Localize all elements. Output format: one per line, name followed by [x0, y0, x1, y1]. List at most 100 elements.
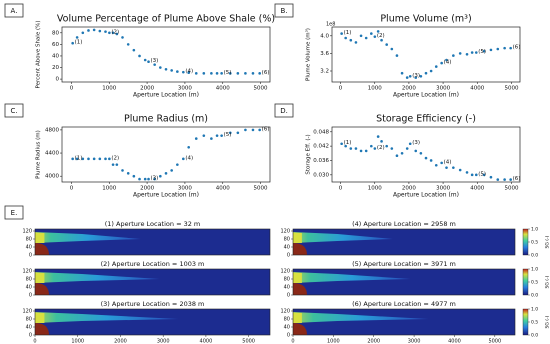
- point: [474, 51, 478, 54]
- point: [354, 147, 358, 150]
- point: [132, 48, 136, 52]
- x-tick-label: 1000: [71, 339, 84, 344]
- y-tick-label: 80: [52, 30, 59, 36]
- point: [215, 72, 219, 75]
- x-tick-label: 2000: [114, 339, 127, 344]
- annotation: (4): [185, 155, 193, 161]
- point: [170, 69, 173, 72]
- x-tick-label: 0: [70, 186, 74, 192]
- point: [354, 41, 358, 44]
- y-tick-label: 120: [22, 309, 32, 315]
- shale: [293, 283, 307, 295]
- point: [170, 169, 173, 172]
- point: [126, 43, 130, 46]
- x-tick-label: 4000: [448, 339, 461, 344]
- colorbar-tick-label: 0.0: [531, 293, 538, 299]
- y-tick-label: 3.2: [320, 69, 329, 75]
- field-frame: [292, 308, 516, 336]
- y-axis-label: Percent Above Shale (%): [36, 21, 42, 89]
- x-tick-label: 0: [291, 339, 294, 344]
- point: [380, 38, 383, 42]
- point: [111, 163, 115, 166]
- panel-label: E.: [11, 209, 18, 217]
- plot-frame: [331, 26, 521, 83]
- point: [364, 36, 368, 40]
- x-tick-label: 0: [33, 339, 36, 344]
- annotation: (3): [412, 73, 420, 79]
- point: [364, 149, 368, 153]
- x-tick-label: 3000: [408, 339, 421, 344]
- point: [98, 157, 102, 161]
- annotation: (4): [444, 60, 452, 66]
- point: [71, 157, 74, 161]
- colorbar: [522, 268, 529, 296]
- panel-label-box: [4, 103, 24, 118]
- point: [509, 178, 512, 181]
- field-background: [293, 269, 515, 295]
- x-tick-label: 5000: [488, 339, 501, 344]
- panel-label: D.: [280, 107, 288, 115]
- y-tick-label: 80: [284, 277, 290, 283]
- shale: [293, 323, 307, 335]
- annotation: (2): [111, 29, 119, 35]
- x-tick-label: 2000: [140, 86, 154, 92]
- plume: [35, 232, 141, 243]
- point: [104, 30, 107, 33]
- y-tick-label: 40: [26, 245, 32, 251]
- point: [400, 152, 404, 155]
- point: [395, 154, 399, 157]
- point: [215, 134, 219, 137]
- field-background: [35, 269, 270, 295]
- plume-core: [293, 313, 302, 323]
- annotation: (1): [344, 30, 352, 36]
- point: [138, 177, 141, 181]
- colorbar-tick-label: 0.0: [531, 333, 538, 339]
- panel-title: (5) Aperture Location = 3971 m: [352, 260, 456, 268]
- plot-frame: [61, 126, 271, 183]
- y-tick-label: 80: [26, 317, 32, 323]
- annotation: (4): [185, 69, 193, 75]
- x-tick-label: 5000: [504, 186, 518, 192]
- point: [187, 145, 190, 149]
- point: [75, 36, 79, 39]
- field-frame: [34, 268, 271, 296]
- annotation: (5): [224, 132, 232, 138]
- point: [71, 41, 74, 45]
- point: [87, 29, 90, 32]
- point: [414, 76, 418, 79]
- point: [244, 72, 247, 75]
- point: [143, 177, 147, 181]
- colorbar-label: SG (-): [545, 275, 550, 288]
- y-tick-label: 80: [26, 237, 32, 243]
- y-tick-label: 120: [22, 269, 32, 275]
- x-tick-label: 1000: [102, 186, 116, 192]
- point: [429, 69, 433, 73]
- annotation: (6): [262, 126, 270, 132]
- x-tick-label: 5000: [504, 86, 518, 92]
- x-tick-label: 1000: [368, 86, 382, 92]
- point: [164, 67, 168, 71]
- shale: [35, 323, 49, 335]
- point: [503, 46, 506, 50]
- y-offset-label: 1e8: [326, 22, 335, 28]
- point: [509, 46, 512, 50]
- point: [390, 147, 394, 150]
- point: [126, 172, 130, 175]
- y-axis-label: Plume Radius (m): [36, 130, 42, 179]
- point: [176, 70, 179, 73]
- point: [376, 135, 380, 138]
- point: [359, 34, 363, 38]
- colorbar-label: SG (-): [545, 235, 550, 248]
- y-axis-label: Plume Volume (m³): [305, 28, 312, 81]
- y-tick-label: 0: [29, 293, 32, 299]
- annotation: (2): [377, 33, 385, 39]
- x-tick-label: 3000: [178, 86, 192, 92]
- x-tick-label: 1000: [368, 186, 382, 192]
- y-tick-label: 40: [26, 285, 32, 291]
- point: [440, 161, 443, 165]
- point: [496, 47, 500, 51]
- shale: [35, 283, 49, 295]
- field-frame: [292, 228, 516, 256]
- point: [395, 54, 399, 57]
- x-tick-label: 4000: [200, 339, 213, 344]
